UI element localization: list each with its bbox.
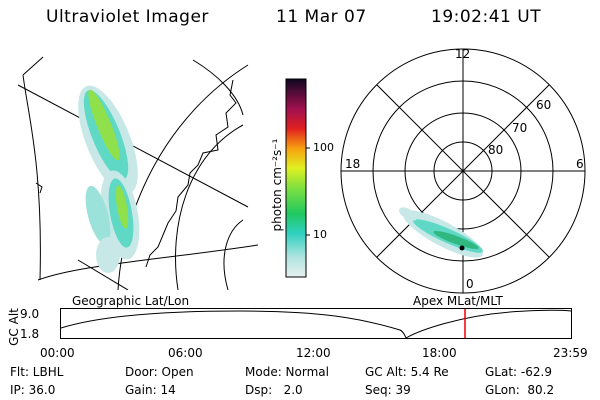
colorbar-tick-label-100: 100 (313, 141, 334, 154)
mlt-label-0: 0 (466, 277, 474, 291)
mlt-label-12: 12 (455, 47, 471, 61)
gc-alt-axis-label: GC Alt (7, 308, 21, 346)
time-tick-00: 00:00 (40, 346, 75, 360)
timeline-frame (60, 308, 572, 339)
polar-plot (340, 48, 586, 294)
grid-line (77, 259, 129, 290)
ip-value: IP: 36.0 (10, 383, 56, 397)
auroral-emission-geo (78, 85, 140, 273)
mlt-label-6: 6 (576, 157, 584, 171)
auroral-emission-polar (398, 207, 484, 258)
polar-axis (376, 84, 550, 258)
mlat-label-70: 70 (512, 121, 528, 135)
colorbar-unit-label: photon cm⁻²s⁻¹ (270, 138, 284, 232)
gc-alt-tick-max: 9.0 (20, 307, 40, 321)
time-tick-2359: 23:59 (553, 346, 588, 360)
mlat-label-60: 60 (536, 98, 552, 112)
seq-value: Seq: 39 (365, 383, 411, 397)
plot-marker (459, 245, 465, 251)
time-tick-18: 18:00 (422, 346, 457, 360)
apex-title: Apex MLat/MLT (413, 294, 503, 308)
geographic-map (18, 56, 259, 290)
grid-line (223, 219, 244, 290)
mlt-label-18: 18 (345, 157, 361, 171)
altitude-timeline (60, 308, 572, 339)
mlat-label-80: 80 (488, 143, 504, 157)
observation-date: 11 Mar 07 (276, 7, 367, 27)
map-boundary-bottom (37, 244, 259, 281)
coastline (145, 79, 237, 268)
colorbar-tick-label-10: 10 (313, 228, 327, 241)
door-value: Door: Open (125, 365, 194, 379)
filter-value: Flt: LBHL (10, 365, 64, 379)
glon-value: GLon: 80.2 (485, 383, 555, 397)
grid-line (22, 56, 44, 76)
colorbar-scale (285, 78, 307, 278)
coastline (35, 182, 43, 194)
gc-alt-value: GC Alt: 5.4 Re (365, 365, 449, 379)
map-boundary-left (22, 74, 41, 281)
grid-line (175, 124, 244, 290)
time-tick-12: 12:00 (296, 346, 331, 360)
altitude-curve (60, 309, 572, 339)
gc-alt-tick-min: 1.8 (20, 327, 40, 341)
glat-value: GLat: -62.9 (485, 365, 552, 379)
gain-value: Gain: 14 (125, 383, 176, 397)
observation-time: 19:02:41 UT (431, 7, 542, 27)
map-boundary-top (192, 59, 244, 116)
colorbar (285, 78, 310, 278)
time-tick-06: 06:00 (168, 346, 203, 360)
geographic-title: Geographic Lat/Lon (72, 294, 190, 308)
instrument-title: Ultraviolet Imager (46, 7, 209, 27)
dsp-value: Dsp: 2.0 (245, 383, 303, 397)
mode-value: Mode: Normal (245, 365, 329, 379)
